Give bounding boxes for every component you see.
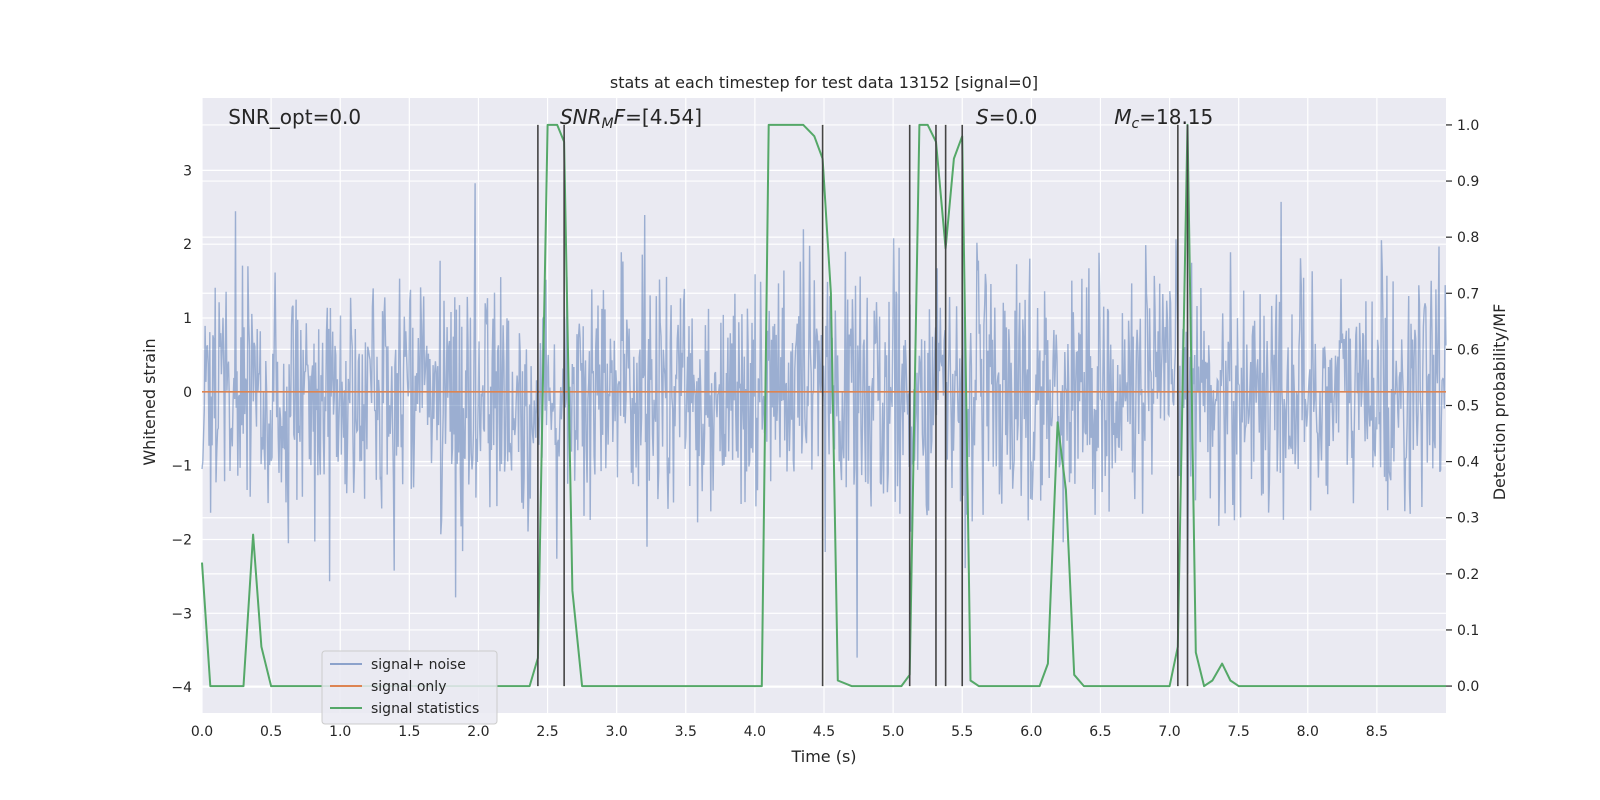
y-left-tick-label-5: 1 — [183, 311, 192, 327]
y-right-tick-label-6: 0.6 — [1457, 342, 1479, 358]
x-tick-label-12: 6.0 — [1020, 724, 1042, 740]
annotation-2: S=0.0 — [976, 105, 1037, 129]
y-axis-left-label: Whitened strain — [140, 338, 159, 465]
x-tick-label-16: 8.0 — [1297, 724, 1319, 740]
y-right-tick-label-7: 0.7 — [1457, 286, 1479, 302]
x-tick-label-5: 2.5 — [536, 724, 558, 740]
y-left-tick-label-1: −3 — [171, 606, 192, 622]
x-tick-label-4: 2.0 — [467, 724, 489, 740]
y-axis-right-ticks: 0.0 0.1 0.2 0.3 0.4 0.5 0.6 0.7 0.8 0.9 1.0 — [1446, 118, 1479, 695]
x-tick-label-1: 0.5 — [260, 724, 282, 740]
annotation-1: SNRMF=[4.54] — [560, 105, 702, 132]
legend-label-signal-statistics: signal statistics — [371, 701, 479, 717]
annotation-3: Mc=18.15 — [1114, 105, 1213, 132]
annotations: SNR_opt=0.0 SNRMF=[4.54] S=0.0 Mc=18.15 — [228, 105, 1213, 132]
x-tick-label-11: 5.5 — [951, 724, 973, 740]
legend: signal+ noise signal only signal statist… — [321, 650, 498, 725]
x-tick-label-14: 7.0 — [1158, 724, 1180, 740]
y-right-tick-label-2: 0.2 — [1457, 567, 1479, 583]
x-tick-label-10: 5.0 — [882, 724, 904, 740]
x-tick-label-15: 7.5 — [1228, 724, 1250, 740]
legend-label-signal-noise: signal+ noise — [371, 657, 466, 673]
x-axis-label: Time (s) — [790, 747, 856, 766]
marker-lines — [537, 124, 1189, 687]
y-left-tick-label-6: 2 — [183, 237, 192, 253]
y-left-tick-label-0: −4 — [171, 680, 192, 696]
y-axis-left-ticks: −4 −3 −2 −1 0 1 2 3 — [171, 163, 192, 696]
x-tick-label-8: 4.0 — [744, 724, 766, 740]
y-right-tick-label-8: 0.8 — [1457, 230, 1479, 246]
annotation-0: SNR_opt=0.0 — [228, 105, 361, 129]
x-tick-label-6: 3.0 — [606, 724, 628, 740]
y-left-tick-label-4: 0 — [183, 385, 192, 401]
y-right-tick-label-1: 0.1 — [1457, 623, 1479, 639]
y-right-tick-label-3: 0.3 — [1457, 511, 1479, 527]
y-right-tick-label-10: 1.0 — [1457, 118, 1479, 134]
chart-title: stats at each timestep for test data 131… — [610, 73, 1038, 92]
legend-label-signal-only: signal only — [371, 679, 446, 695]
x-tick-label-0: 0.0 — [191, 724, 213, 740]
y-axis-right-label: Detection probability/MF — [1490, 304, 1509, 501]
x-tick-label-13: 6.5 — [1089, 724, 1111, 740]
legend-box — [321, 650, 498, 725]
x-tick-label-2: 1.0 — [329, 724, 351, 740]
y-right-tick-label-5: 0.5 — [1457, 399, 1479, 415]
y-left-tick-label-7: 3 — [183, 163, 192, 179]
y-right-tick-label-9: 0.9 — [1457, 174, 1479, 190]
x-axis-ticks: 0.0 0.5 1.0 1.5 2.0 2.5 3.0 3.5 4.0 4.5 5.0 5.5 6.0 6… — [191, 724, 1388, 740]
x-tick-label-9: 4.5 — [813, 724, 835, 740]
y-right-tick-label-0: 0.0 — [1457, 679, 1479, 695]
x-tick-label-3: 1.5 — [398, 724, 420, 740]
y-left-tick-label-3: −1 — [171, 459, 192, 475]
x-tick-label-7: 3.5 — [675, 724, 697, 740]
x-tick-label-17: 8.5 — [1366, 724, 1388, 740]
y-right-tick-label-4: 0.4 — [1457, 455, 1479, 471]
signal-noise-line — [201, 183, 1447, 658]
series-signal-noise — [201, 183, 1447, 658]
y-left-tick-label-2: −2 — [171, 533, 192, 549]
